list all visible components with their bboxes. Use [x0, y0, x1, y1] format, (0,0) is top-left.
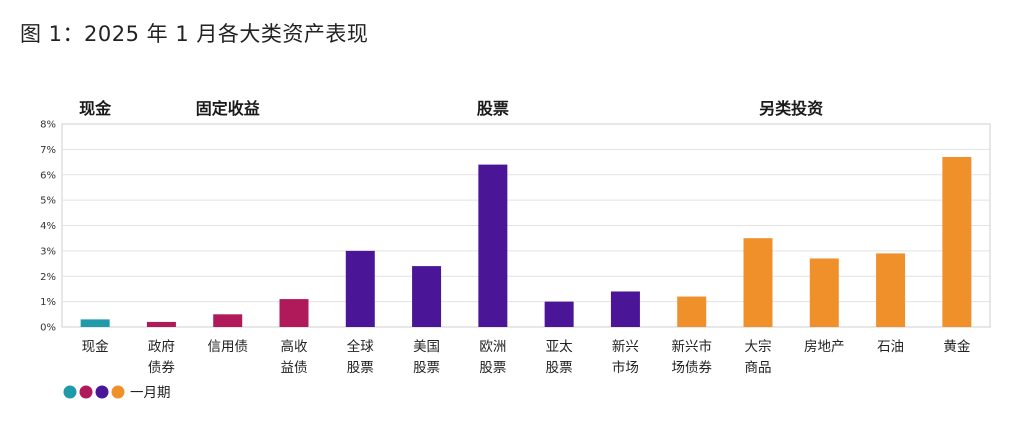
x-tick-label: 新兴市: [671, 338, 712, 355]
x-tick-label: 石油: [877, 339, 904, 355]
bar: [279, 299, 309, 327]
bar: [544, 301, 574, 327]
legend-dot: [111, 385, 125, 399]
x-tick-label: 高收: [281, 338, 308, 355]
legend-label: 一月期: [130, 385, 171, 401]
y-tick-label: 8%: [40, 120, 56, 131]
x-tick-label: 全球: [347, 338, 374, 355]
legend-dot: [95, 385, 109, 399]
x-tick-label: 股票: [546, 360, 573, 376]
y-tick-label: 3%: [40, 246, 56, 257]
x-tick-label: 股票: [479, 360, 506, 376]
x-tick-label: 股票: [413, 360, 440, 376]
bar: [942, 156, 972, 327]
bar: [809, 258, 839, 327]
bar: [412, 266, 442, 327]
x-tick-label: 黄金: [943, 339, 970, 355]
bar: [876, 253, 906, 327]
y-tick-label: 6%: [40, 170, 56, 181]
group-label: 固定收益: [196, 99, 260, 118]
y-tick-label: 4%: [40, 221, 56, 232]
bar: [80, 319, 110, 327]
x-tick-label: 股票: [347, 360, 374, 376]
x-tick-label: 美国: [413, 339, 440, 355]
figure-title: 图 1：2025 年 1 月各大类资产表现: [20, 22, 369, 46]
y-tick-label: 0%: [40, 323, 56, 334]
group-label: 现金: [79, 99, 112, 118]
bar: [743, 238, 773, 327]
x-tick-label: 债券: [148, 360, 175, 376]
legend-dot: [63, 385, 77, 399]
x-tick-label: 大宗: [745, 339, 772, 355]
bar: [146, 321, 176, 327]
x-tick-label: 欧洲: [479, 339, 506, 355]
legend-dot: [79, 385, 93, 399]
group-label: 股票: [477, 99, 509, 118]
x-tick-label: 政府: [148, 339, 175, 355]
x-tick-label: 信用债: [207, 339, 248, 355]
x-tick-label: 房地产: [804, 339, 845, 355]
bar: [677, 296, 707, 327]
x-tick-label: 亚太: [546, 339, 573, 355]
x-tick-label: 市场: [612, 359, 639, 376]
x-tick-label: 益债: [281, 360, 308, 376]
y-tick-label: 2%: [40, 272, 56, 283]
bar: [213, 314, 243, 327]
bar: [345, 250, 375, 327]
x-tick-label: 新兴: [612, 339, 639, 355]
bar: [478, 164, 508, 327]
bar: [610, 291, 640, 327]
y-tick-label: 1%: [40, 297, 56, 308]
x-tick-label: 商品: [745, 360, 772, 376]
x-tick-label: 场债券: [671, 360, 712, 376]
group-label: 另类投资: [759, 99, 823, 118]
y-tick-label: 7%: [40, 145, 56, 156]
y-tick-label: 5%: [40, 196, 56, 207]
x-tick-label: 现金: [82, 339, 109, 355]
